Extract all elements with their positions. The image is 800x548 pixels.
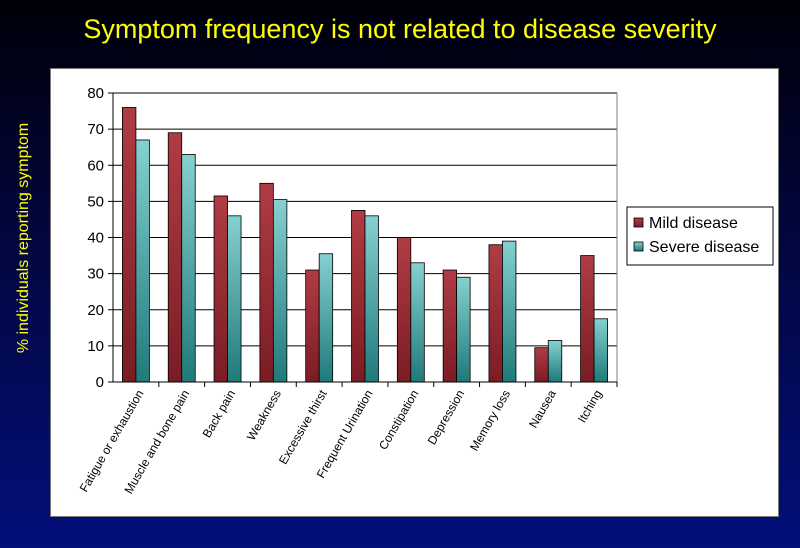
x-category-label: Back pain (200, 388, 238, 441)
bar-mild (305, 269, 320, 383)
bar-mild (351, 210, 366, 383)
bar-severe (181, 154, 196, 383)
y-axis-title: % individuals reporting symptom (15, 122, 32, 354)
bar-severe (456, 276, 471, 383)
bar-mild (213, 195, 228, 383)
bar-severe (227, 215, 242, 383)
bar-severe (410, 262, 425, 383)
y-tick-label: 60 (87, 157, 104, 174)
bar-mild (259, 182, 274, 383)
y-tick-label: 80 (87, 85, 104, 102)
bar-severe (593, 318, 608, 383)
y-tick-label: 10 (87, 338, 104, 355)
bar-severe (547, 340, 563, 383)
bar-mild (396, 237, 412, 383)
y-tick-label: 30 (87, 266, 104, 283)
y-tick-label: 0 (96, 374, 104, 391)
bar-severe (502, 240, 517, 383)
bar-mild (122, 107, 137, 383)
slide-title: Symptom frequency is not related to dise… (83, 14, 717, 44)
x-category-label: Memory loss (467, 388, 513, 454)
bar-severe (272, 199, 288, 383)
bar-mild (442, 269, 458, 383)
x-category-label: Constipation (376, 388, 421, 453)
bar-severe (318, 253, 334, 383)
y-tick-label: 50 (87, 193, 104, 210)
x-category-label: Itching (575, 388, 605, 426)
axes (108, 92, 618, 387)
legend-box (626, 206, 774, 266)
bars (122, 107, 608, 383)
legend-label-mild: Mild disease (649, 215, 738, 232)
y-tick-label: 20 (87, 302, 104, 319)
y-tick-label: 40 (87, 230, 104, 247)
legend-label-severe: Severe disease (649, 239, 759, 256)
x-category-label: Nausea (526, 387, 559, 430)
bar-mild (488, 244, 503, 383)
chart-panel: 0 10 20 30 40 50 60 70 80 Fatigue or exhaustion Mu… (50, 68, 779, 517)
x-category-label: Weakness (244, 388, 284, 443)
bar-severe (364, 215, 379, 383)
bar-mild (580, 255, 595, 383)
x-category-label: Excessive thirst (276, 387, 330, 467)
bar-mild (167, 132, 183, 383)
legend-swatch-severe (633, 241, 644, 252)
bar-severe (135, 139, 150, 383)
x-category-label: Depression (425, 388, 467, 448)
legend-swatch-mild (633, 217, 644, 228)
legend: Mild disease Severe disease (626, 206, 774, 266)
y-tick-label: 70 (87, 121, 104, 138)
bar-mild (534, 347, 549, 383)
